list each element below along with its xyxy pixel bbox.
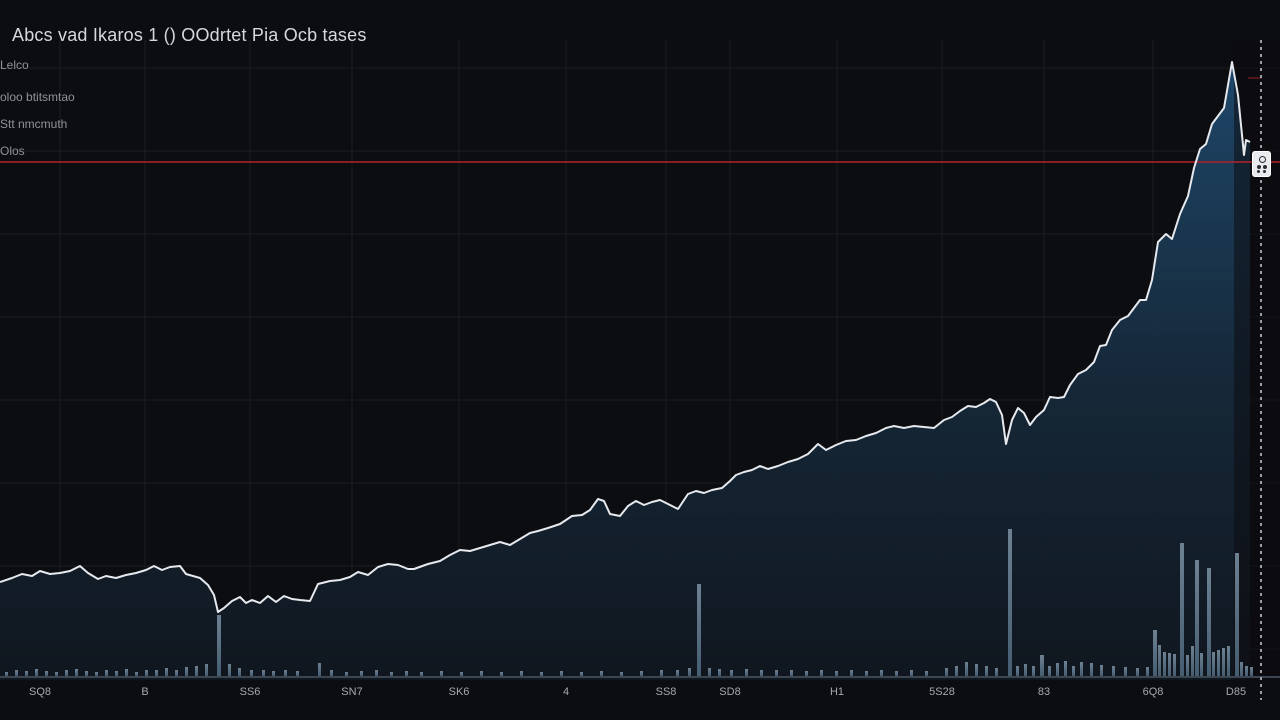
legend-item: Stt nmcmuth (0, 117, 68, 131)
x-tick-label: 6Q8 (1142, 686, 1164, 698)
chart-title: Abcs vad Ikaros 1 () OOdrtet Pia Ocb tas… (12, 25, 367, 45)
x-tick-label: 83 (1037, 686, 1051, 698)
x-tick-label: SQ8 (28, 686, 52, 698)
x-tick-label: B (141, 686, 149, 698)
legend-item: oloo btitsmtao (0, 90, 75, 104)
x-tick-label: H1 (829, 686, 845, 698)
x-tick-label: SK6 (448, 686, 470, 698)
x-tick-label: D85 (1225, 686, 1247, 698)
x-tick-label: SD8 (719, 686, 741, 698)
x-tick-label: 4 (562, 686, 570, 698)
legend-item: Lelco (0, 58, 29, 72)
x-tick-label: SN7 (341, 686, 363, 698)
x-tick-label: SS6 (239, 686, 261, 698)
price-tag-icon[interactable] (1252, 151, 1271, 177)
x-tick-label: 5S28 (929, 686, 955, 698)
x-tick-label: SS8 (655, 686, 677, 698)
legend-item: Olos (0, 144, 25, 158)
